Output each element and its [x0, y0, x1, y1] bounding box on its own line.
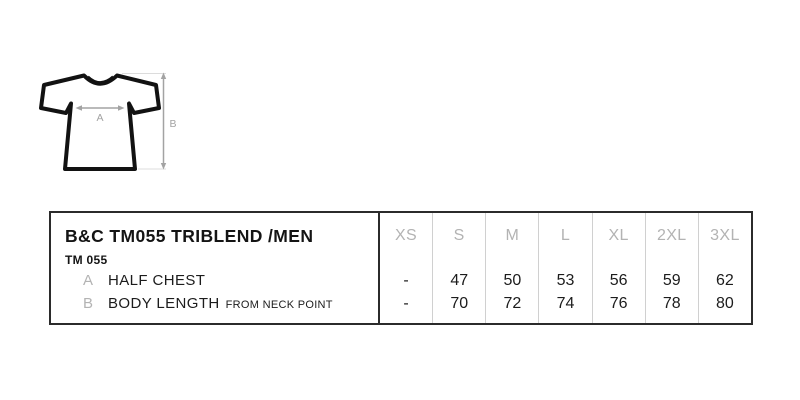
size-header: L	[560, 227, 571, 244]
body-length-value: 80	[716, 295, 734, 312]
length-arrow	[160, 72, 167, 170]
tshirt-icon	[39, 73, 161, 171]
length-arrow-label: B	[170, 118, 177, 130]
body-length-value: -	[403, 295, 409, 312]
body-length-value: 70	[450, 295, 469, 312]
width-arrow-label: A	[96, 112, 103, 124]
size-column-xs: XS - -	[380, 213, 432, 323]
size-columns: XS - - S 47 70 M 50 72 L 53 74 XL 56	[380, 213, 751, 323]
body-length-value: 76	[609, 295, 628, 312]
body-length-value: 78	[662, 295, 681, 312]
size-column-l: L 53 74	[538, 213, 591, 323]
product-title: B&C TM055 TRIBLEND /MEN	[65, 226, 314, 246]
size-header: XS	[394, 227, 418, 244]
size-header: S	[453, 227, 465, 244]
tshirt-diagram-svg: A B	[39, 72, 177, 171]
half-chest-value: 59	[662, 272, 681, 289]
width-arrow	[75, 105, 125, 111]
half-chest-value: 56	[609, 272, 628, 289]
measure-row-half-chest: A HALF CHEST	[51, 269, 378, 292]
size-column-2xl: 2XL 59 78	[644, 213, 698, 323]
half-chest-value: 53	[556, 272, 575, 289]
body-length-value: 72	[503, 295, 522, 312]
measure-note-body-length: FROM NECK POINT	[225, 299, 333, 311]
half-chest-value: -	[403, 272, 409, 289]
product-code: TM 055	[65, 253, 108, 267]
size-header: XL	[608, 227, 629, 244]
measure-key-a: A	[83, 272, 94, 289]
size-header: M	[505, 227, 520, 244]
half-chest-value: 50	[503, 272, 522, 289]
size-column-s: S 47 70	[432, 213, 485, 323]
size-column-3xl: 3XL 62 80	[697, 213, 751, 323]
size-column-m: M 50 72	[485, 213, 538, 323]
tshirt-diagram: A B	[35, 60, 185, 180]
measure-key-b: B	[83, 295, 94, 312]
size-header: 2XL	[656, 227, 687, 244]
measure-row-body-length: B BODY LENGTH FROM NECK POINT	[51, 292, 378, 315]
size-column-xl: XL 56 76	[591, 213, 645, 323]
measure-label-half-chest: HALF CHEST	[108, 272, 206, 289]
half-chest-value: 62	[716, 272, 734, 289]
size-header: 3XL	[710, 227, 740, 244]
half-chest-value: 47	[450, 272, 469, 289]
table-header-section: B&C TM055 TRIBLEND /MEN TM 055 A HALF CHE…	[51, 213, 380, 323]
collar-icon	[87, 75, 114, 84]
body-length-value: 74	[556, 295, 575, 312]
measure-label-body-length: BODY LENGTH	[108, 295, 220, 312]
size-table: B&C TM055 TRIBLEND /MEN TM 055 A HALF CHE…	[49, 211, 753, 325]
